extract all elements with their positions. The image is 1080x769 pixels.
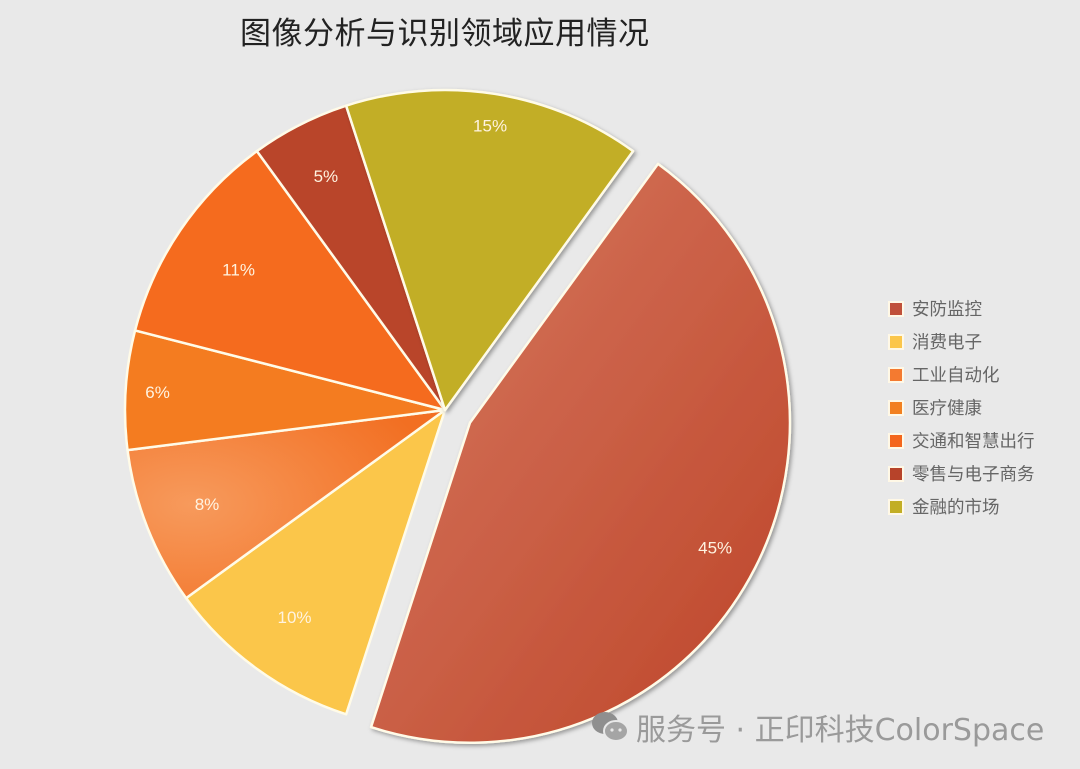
legend-swatch	[888, 399, 904, 416]
legend-label: 交通和智慧出行	[912, 432, 1035, 452]
legend-swatch	[888, 465, 904, 482]
chart-title: 图像分析与识别领域应用情况	[240, 16, 650, 52]
legend-swatch	[888, 333, 904, 350]
legend-swatch	[888, 366, 904, 383]
slice-label: 11%	[222, 261, 255, 280]
legend-label: 零售与电子商务	[912, 465, 1035, 485]
slice-label: 6%	[145, 383, 170, 402]
pie-slice[interactable]	[369, 162, 792, 744]
slice-label: 10%	[278, 608, 312, 627]
legend-item[interactable]: 金融的市场	[888, 490, 1035, 523]
pie-slice[interactable]	[123, 329, 447, 452]
legend-swatch	[888, 300, 904, 317]
legend-item[interactable]: 工业自动化	[888, 358, 1035, 391]
legend-label: 工业自动化	[912, 366, 1000, 386]
legend-item[interactable]: 安防监控	[888, 292, 1035, 325]
slice-label: 15%	[473, 117, 507, 136]
legend-label: 消费电子	[912, 333, 982, 353]
wechat-icon	[592, 712, 629, 742]
pie-slice[interactable]	[184, 408, 447, 716]
watermark: 服务号 · 正印科技ColorSpace	[590, 705, 1044, 749]
legend-item[interactable]: 零售与电子商务	[888, 457, 1035, 490]
watermark-text: 服务号 · 正印科技ColorSpace	[636, 713, 1045, 748]
legend-label: 安防监控	[912, 300, 982, 320]
legend-swatch	[888, 432, 904, 449]
slice-label: 45%	[698, 539, 732, 558]
pie-slice[interactable]	[126, 408, 447, 600]
legend-item[interactable]: 医疗健康	[888, 391, 1035, 424]
pie-slice[interactable]	[133, 149, 447, 412]
slice-label: 5%	[314, 167, 339, 186]
pie-slice[interactable]	[344, 88, 635, 412]
legend-label: 金融的市场	[912, 498, 1000, 518]
legend-item[interactable]: 交通和智慧出行	[888, 424, 1035, 457]
slice-label: 8%	[195, 495, 220, 514]
legend-swatch	[888, 498, 904, 515]
legend-item[interactable]: 消费电子	[888, 325, 1035, 358]
legend: 安防监控消费电子工业自动化医疗健康交通和智慧出行 零售与电子商务 金融的市场	[888, 292, 1035, 523]
legend-label: 医疗健康	[912, 399, 982, 419]
